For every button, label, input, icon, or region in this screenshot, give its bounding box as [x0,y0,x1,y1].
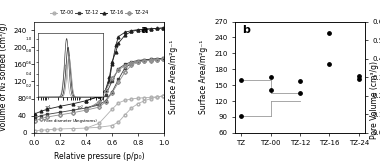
Point [297,92,303,94]
Text: Pore Volume (cm³/g): Pore Volume (cm³/g) [370,61,379,139]
Point [356,78,362,80]
Y-axis label: Surface Area/m²g⁻¹: Surface Area/m²g⁻¹ [169,40,178,114]
Point [297,80,303,82]
Y-axis label: Surface Area/m²g⁻¹: Surface Area/m²g⁻¹ [200,40,209,114]
Point [356,74,362,77]
Legend: TZ-00, TZ-12, TZ-16, TZ-24: TZ-00, TZ-12, TZ-16, TZ-24 [48,8,150,17]
Point [326,63,332,66]
Point [326,32,332,35]
Text: a: a [141,25,148,35]
Point [238,115,244,117]
Point [268,89,274,92]
Point [268,76,274,79]
Text: b: b [242,25,250,35]
Point [238,79,244,81]
X-axis label: Relative pressure (p/p₀): Relative pressure (p/p₀) [54,152,144,161]
Y-axis label: Volume of N₂ sorbed (cm³/g): Volume of N₂ sorbed (cm³/g) [0,23,8,131]
